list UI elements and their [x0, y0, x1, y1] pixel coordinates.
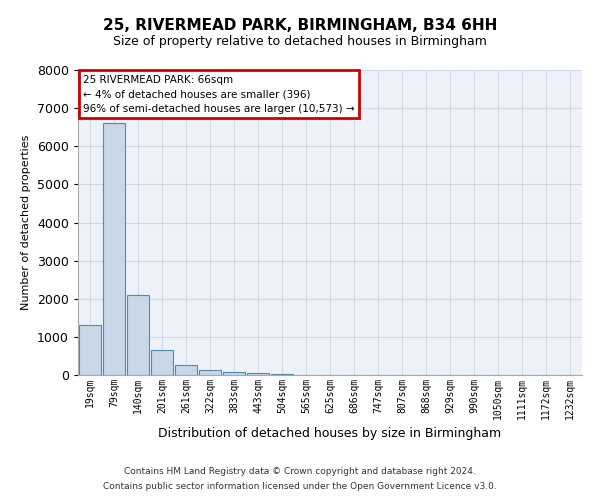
Bar [79, 326, 101, 375]
Bar [223, 372, 245, 375]
X-axis label: Distribution of detached houses by size in Birmingham: Distribution of detached houses by size … [158, 427, 502, 440]
Bar [199, 370, 221, 375]
Text: Size of property relative to detached houses in Birmingham: Size of property relative to detached ho… [113, 35, 487, 48]
Bar [175, 366, 197, 375]
Y-axis label: Number of detached properties: Number of detached properties [22, 135, 31, 310]
Bar [151, 350, 173, 375]
Bar [127, 295, 149, 375]
Bar [103, 124, 125, 375]
Bar [247, 372, 269, 375]
Text: 25, RIVERMEAD PARK, BIRMINGHAM, B34 6HH: 25, RIVERMEAD PARK, BIRMINGHAM, B34 6HH [103, 18, 497, 32]
Text: Contains HM Land Registry data © Crown copyright and database right 2024.: Contains HM Land Registry data © Crown c… [124, 467, 476, 476]
Text: 25 RIVERMEAD PARK: 66sqm
← 4% of detached houses are smaller (396)
96% of semi-d: 25 RIVERMEAD PARK: 66sqm ← 4% of detache… [83, 74, 355, 114]
Bar [271, 374, 293, 375]
Text: Contains public sector information licensed under the Open Government Licence v3: Contains public sector information licen… [103, 482, 497, 491]
